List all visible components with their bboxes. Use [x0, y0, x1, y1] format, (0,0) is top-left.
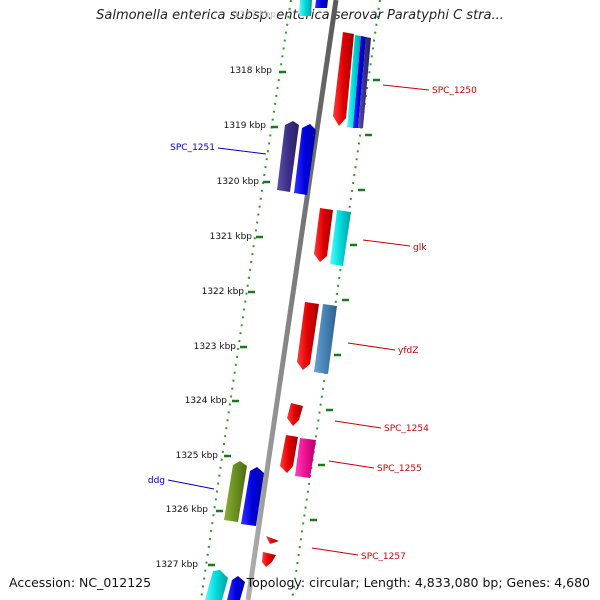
gene-label[interactable]: yfdZ	[398, 346, 418, 356]
tick-label: 1323 kbp	[194, 342, 237, 352]
gene-feature-red	[280, 435, 298, 473]
gene-feature-red	[297, 302, 319, 370]
tick-label: 1325 kbp	[176, 451, 219, 461]
tick-label: 1319 kbp	[224, 121, 267, 131]
gene-feature-steelblue	[314, 304, 337, 374]
gene-feature-blue	[241, 467, 264, 526]
gene-feature-cyan	[299, 0, 312, 16]
gene-feature-purple	[358, 37, 371, 128]
tick-label: 1320 kbp	[217, 177, 260, 187]
tick-label: 1326 kbp	[166, 505, 209, 515]
gene-feature-cyan	[330, 210, 351, 266]
gene-feature-blue	[315, 0, 328, 8]
gene-label[interactable]: SPC_1251	[170, 143, 215, 153]
gene-feature-cyan	[205, 570, 228, 600]
label-connector	[217, 147, 267, 155]
outer-guide-line	[291, 0, 381, 600]
gene-feature-blue	[227, 576, 245, 600]
tick-label: 1324 kbp	[185, 396, 228, 406]
gene-label[interactable]: glk	[413, 243, 427, 253]
gene-label[interactable]: ddg	[148, 476, 165, 486]
gene-feature-red	[333, 32, 354, 126]
tick-marks	[208, 70, 380, 567]
gene-label[interactable]: SPC_1257	[361, 552, 406, 562]
gene-feature-blue	[294, 124, 316, 195]
gene-label[interactable]: SPC_1250	[432, 86, 477, 96]
gene-feature-red	[266, 536, 279, 544]
genome-summary-text: Topology: circular; Length: 4,833,080 bp…	[246, 575, 590, 590]
gene-label[interactable]: SPC_1255	[377, 464, 422, 474]
gene-feature-red	[314, 208, 333, 262]
tick-label: 1327 kbp	[156, 560, 199, 570]
tick-label: 1322 kbp	[202, 287, 245, 297]
label-connector	[311, 547, 359, 556]
label-connector	[334, 420, 382, 429]
gene-feature-red	[262, 552, 276, 567]
label-connector	[167, 479, 215, 490]
accession-text: Accession: NC_012125	[9, 575, 152, 590]
gene-feature-navy	[277, 121, 299, 192]
gene-feature-olive	[224, 461, 247, 522]
gene-feature-cyan	[347, 35, 361, 128]
label-connector	[362, 239, 411, 247]
gene-feature-blue	[353, 36, 366, 128]
label-connector	[347, 342, 396, 351]
gene-feature-pink	[295, 438, 316, 478]
gene-feature-red	[287, 403, 303, 426]
tick-label: 1318 kbp	[230, 66, 273, 76]
gene-label[interactable]: SPC_1254	[384, 424, 429, 434]
tick-label: 1321 kbp	[210, 232, 253, 242]
label-connector	[328, 460, 375, 469]
label-connector	[382, 84, 430, 91]
tick-label-partial: 1317 kbp	[234, 10, 277, 20]
inner-guide-line	[200, 0, 292, 600]
genome-backbone	[245, 0, 339, 600]
